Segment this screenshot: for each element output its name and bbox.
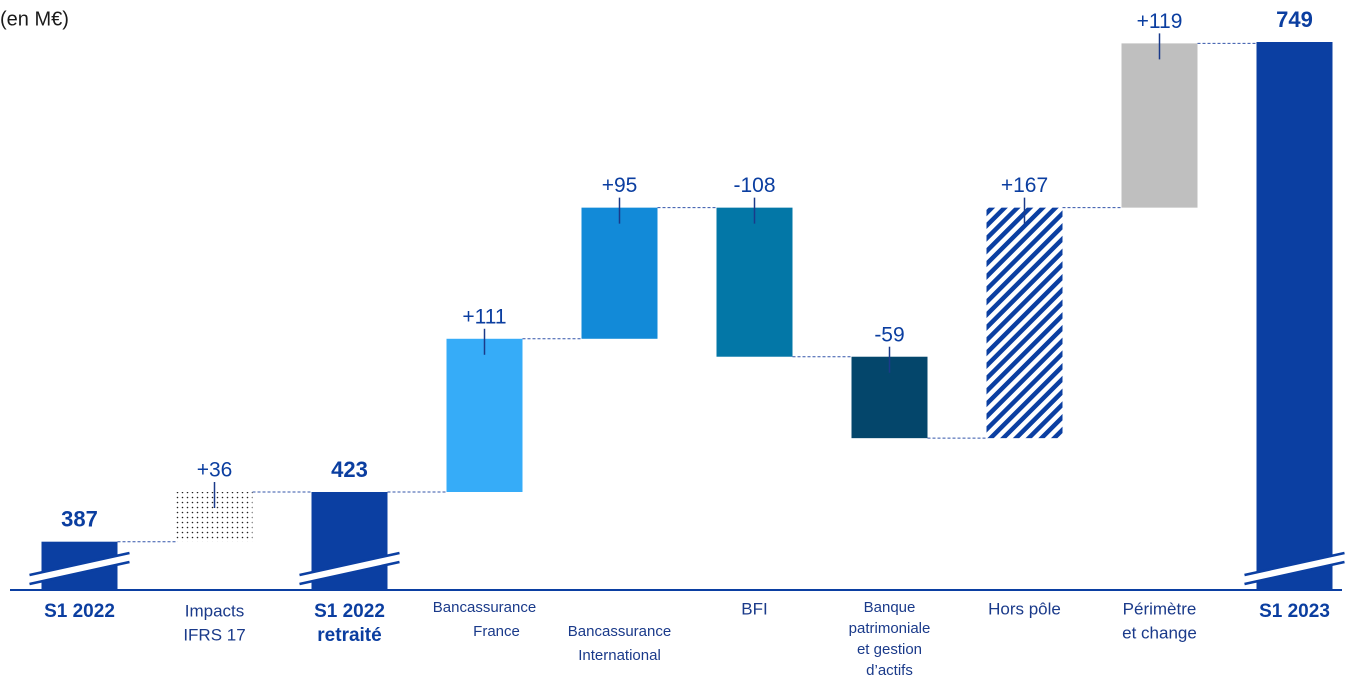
axis-break [1244, 553, 1345, 584]
x-tick-label: retraité [317, 625, 381, 646]
bar [446, 338, 523, 492]
bar [716, 207, 793, 357]
value-label: +36 [197, 459, 233, 482]
bar [1256, 42, 1333, 590]
axis-break [29, 551, 130, 577]
x-tick-label: S1 2023 [1259, 601, 1330, 622]
axis-break [299, 553, 400, 584]
bar [581, 207, 658, 339]
value-label: -59 [874, 323, 904, 346]
value-label: +111 [462, 305, 506, 328]
axis-break [29, 560, 130, 586]
x-tick-label: Bancassurance [433, 599, 536, 616]
x-tick-label: S1 2022 [44, 601, 115, 622]
axis-break [299, 551, 400, 577]
axis-break [1244, 551, 1345, 577]
value-label: -108 [733, 174, 775, 197]
x-tick-label: Impacts [185, 601, 245, 620]
x-tick-label: Banque [864, 599, 916, 616]
x-tick-label: patrimoniale [849, 620, 931, 637]
axis-break [29, 553, 130, 584]
x-tick-label: Hors pôle [988, 599, 1061, 618]
x-tick-label: et change [1122, 623, 1197, 642]
x-tick-label: S1 2022 [314, 601, 385, 622]
x-tick-label: et gestion [857, 641, 922, 658]
x-tick-label: International [578, 647, 661, 664]
unit-annotation: (en M€) [0, 8, 69, 30]
x-tick-label: Périmètre [1123, 599, 1197, 618]
value-label: 749 [1276, 7, 1313, 32]
x-tick-label: d’actifs [866, 662, 913, 679]
axis-break [299, 560, 400, 586]
value-label: +95 [602, 174, 638, 197]
value-label: +167 [1001, 174, 1048, 197]
axis-break [1244, 560, 1345, 586]
value-label: 423 [331, 457, 368, 482]
bar [1121, 43, 1198, 208]
x-tick-label: France [473, 623, 520, 640]
x-tick-label: Bancassurance [568, 623, 671, 640]
value-label: 387 [61, 507, 98, 532]
x-tick-label: IFRS 17 [183, 625, 245, 644]
bar [986, 207, 1063, 439]
x-tick-label: BFI [741, 599, 767, 618]
value-label: +119 [1137, 10, 1183, 33]
